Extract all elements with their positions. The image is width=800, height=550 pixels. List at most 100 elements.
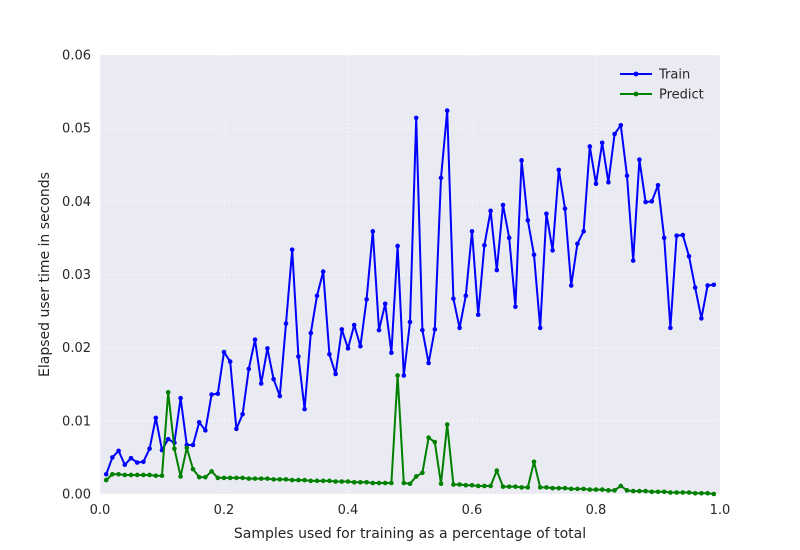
- data-point-predict: [333, 479, 338, 484]
- data-point-train: [178, 395, 183, 401]
- data-point-predict: [506, 484, 512, 489]
- data-point-predict: [190, 466, 196, 472]
- data-point-train: [103, 471, 109, 477]
- data-point-predict: [364, 479, 369, 485]
- y-tick-label: 0.03: [62, 268, 91, 283]
- data-point-predict: [488, 483, 493, 489]
- x-tick-label: 0.6: [462, 503, 483, 518]
- data-point-train: [389, 350, 394, 356]
- data-point-predict: [122, 472, 128, 478]
- x-tick-label: 0.0: [90, 503, 111, 518]
- data-point-train: [630, 258, 636, 263]
- data-point-predict: [128, 472, 134, 478]
- x-tick-label: 0.4: [338, 503, 359, 518]
- data-point-train: [550, 248, 555, 253]
- data-point-train: [680, 232, 686, 238]
- data-point-train: [215, 391, 221, 397]
- data-point-train: [500, 202, 506, 208]
- data-point-predict: [531, 459, 537, 465]
- data-point-train: [655, 182, 661, 188]
- data-point-predict: [240, 475, 245, 481]
- data-point-train: [674, 233, 679, 239]
- data-point-predict: [624, 488, 630, 493]
- series-layer: [103, 108, 717, 497]
- data-point-predict: [103, 477, 109, 483]
- data-point-train: [165, 436, 171, 442]
- data-point-predict: [296, 477, 301, 483]
- data-point-train: [252, 337, 258, 342]
- data-point-train: [141, 459, 146, 465]
- data-point-train: [624, 173, 630, 179]
- data-point-predict: [463, 482, 469, 488]
- data-point-predict: [581, 486, 586, 492]
- data-point-predict: [426, 435, 431, 440]
- data-point-predict: [184, 445, 190, 451]
- y-tick-label: 0.05: [62, 122, 91, 137]
- data-point-train: [314, 293, 320, 299]
- data-point-predict: [221, 475, 227, 481]
- data-point-train: [209, 392, 214, 397]
- data-point-predict: [420, 470, 425, 476]
- data-point-train: [395, 243, 400, 249]
- legend-label-train: Train: [658, 68, 690, 83]
- data-point-train: [134, 460, 140, 465]
- data-point-predict: [209, 469, 214, 474]
- data-point-train: [265, 346, 270, 351]
- data-point-train: [643, 199, 648, 205]
- data-point-train: [147, 446, 152, 451]
- data-point-predict: [500, 484, 506, 489]
- y-tick-label: 0.02: [62, 341, 91, 356]
- data-point-train: [370, 229, 376, 234]
- data-point-predict: [637, 488, 642, 494]
- data-point-predict: [351, 479, 357, 485]
- data-point-predict: [711, 491, 717, 497]
- data-point-train: [221, 349, 227, 355]
- data-point-predict: [655, 489, 661, 495]
- data-point-train: [339, 327, 345, 332]
- data-point-train: [320, 269, 326, 274]
- data-point-predict: [134, 472, 140, 478]
- data-point-predict: [215, 475, 221, 481]
- data-point-train: [296, 354, 301, 359]
- data-point-train: [699, 316, 704, 321]
- data-point-train: [649, 199, 655, 204]
- data-point-train: [122, 462, 128, 468]
- legend-item-train: Train: [620, 68, 690, 83]
- data-point-predict: [265, 476, 270, 481]
- data-point-predict: [699, 490, 704, 496]
- data-point-predict: [674, 490, 679, 495]
- data-point-train: [196, 420, 202, 425]
- data-point-predict: [345, 479, 351, 484]
- data-point-predict: [525, 485, 531, 490]
- data-point-predict: [469, 482, 475, 488]
- data-point-predict: [395, 373, 400, 378]
- data-point-predict: [519, 485, 524, 490]
- data-point-predict: [438, 481, 444, 487]
- data-point-predict: [407, 481, 413, 487]
- x-tick-label: 1.0: [710, 503, 731, 518]
- data-point-train: [463, 293, 469, 299]
- data-point-train: [618, 122, 624, 128]
- data-point-predict: [705, 490, 710, 496]
- data-point-train: [289, 247, 295, 252]
- legend: Train Predict: [620, 68, 704, 103]
- data-point-train: [562, 206, 568, 211]
- data-point-predict: [451, 482, 456, 487]
- data-point-predict: [147, 472, 152, 478]
- data-point-predict: [544, 485, 549, 490]
- x-tick-label: 0.2: [214, 503, 235, 518]
- series-train: [103, 108, 717, 477]
- data-point-predict: [358, 479, 363, 485]
- data-point-train: [606, 180, 611, 185]
- data-point-train: [612, 131, 617, 137]
- legend-item-predict: Predict: [620, 88, 704, 103]
- data-point-predict: [339, 479, 345, 484]
- data-point-train: [351, 322, 357, 328]
- data-point-predict: [370, 480, 376, 486]
- data-point-train: [668, 325, 673, 331]
- data-point-train: [711, 282, 717, 288]
- gridlines: [99, 54, 721, 495]
- data-point-predict: [246, 476, 252, 481]
- data-point-train: [345, 346, 351, 351]
- data-point-train: [556, 167, 562, 173]
